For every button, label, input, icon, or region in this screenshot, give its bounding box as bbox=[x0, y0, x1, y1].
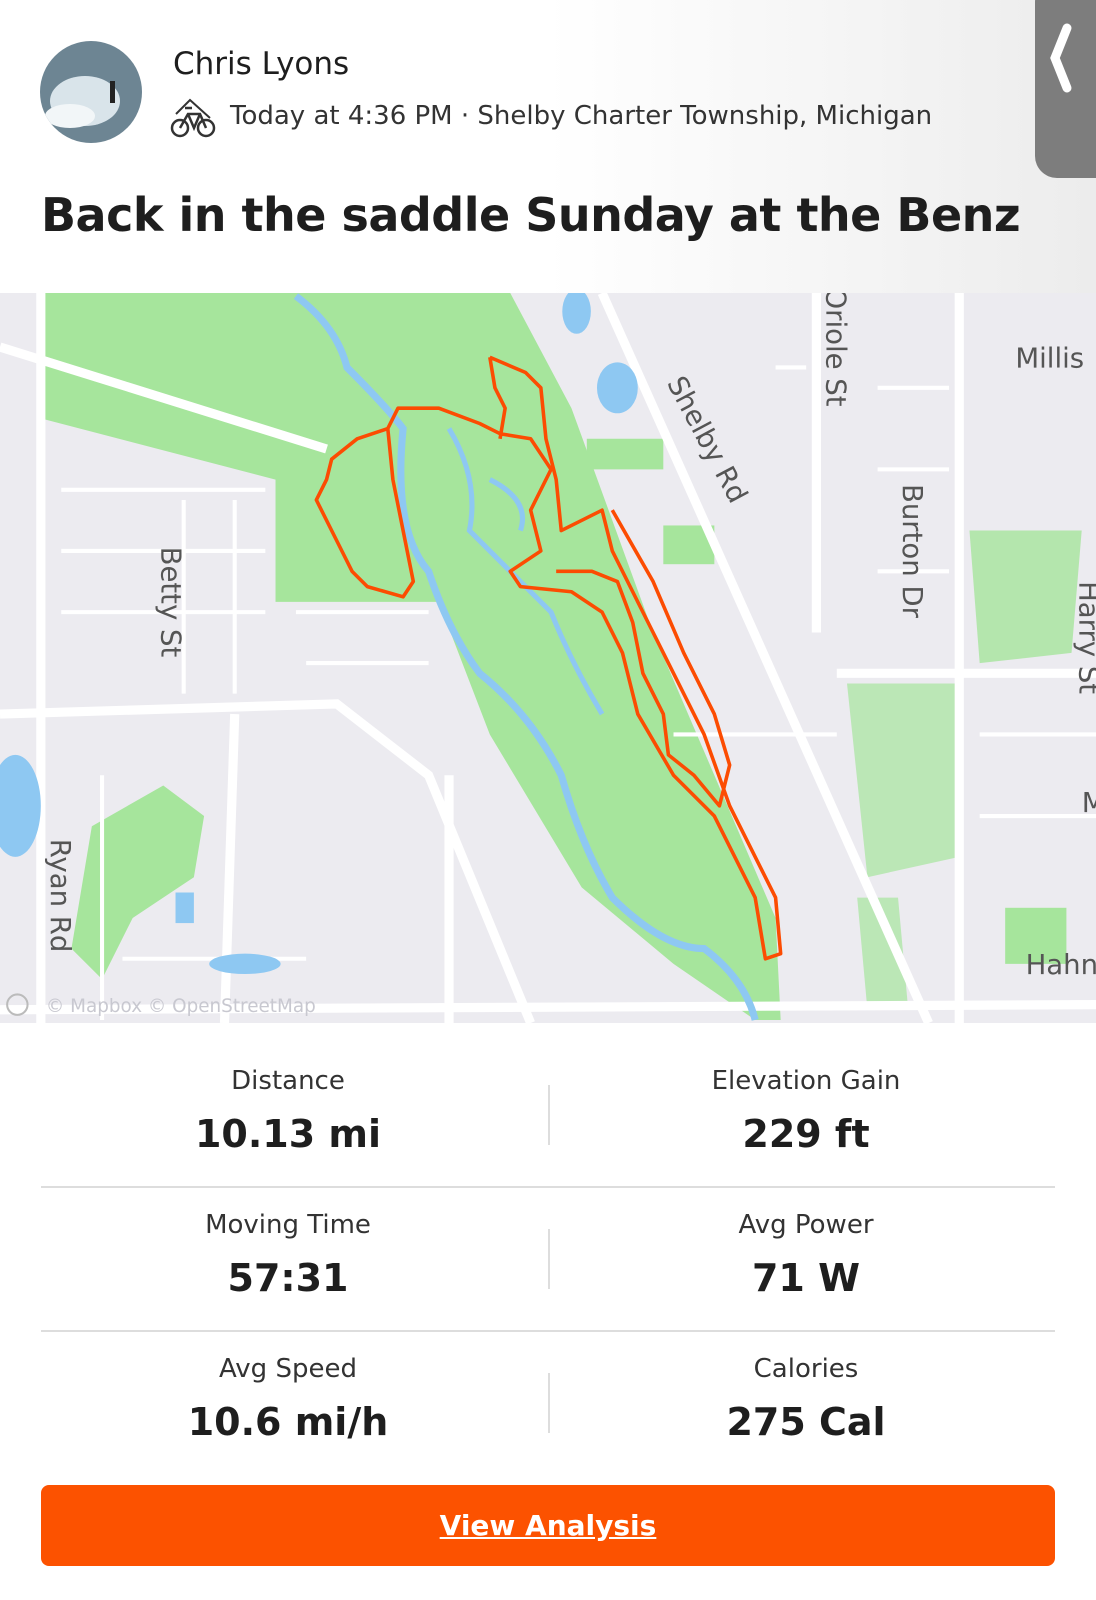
stat: Avg Speed 10.6 mi/h bbox=[14, 1354, 562, 1444]
avatar[interactable] bbox=[40, 41, 143, 144]
map-attribution: © Mapbox © OpenStreetMap bbox=[46, 996, 316, 1017]
stat: Elevation Gain 229 ft bbox=[532, 1066, 1080, 1156]
stat-value: 275 Cal bbox=[726, 1400, 886, 1444]
stat-value: 229 ft bbox=[742, 1112, 870, 1156]
stat-value: 10.6 mi/h bbox=[187, 1400, 389, 1444]
view-analysis-button[interactable]: View Analysis bbox=[41, 1485, 1055, 1566]
map-label: Harry St bbox=[1073, 581, 1096, 694]
header bbox=[0, 0, 1096, 293]
bike-icon bbox=[170, 98, 216, 138]
stat: Distance 10.13 mi bbox=[14, 1066, 562, 1156]
stat-value: 10.13 mi bbox=[194, 1112, 382, 1156]
map-label: Burton Dr bbox=[896, 484, 928, 619]
stat-value: 71 W bbox=[751, 1256, 861, 1300]
stat-label: Avg Power bbox=[738, 1210, 874, 1240]
stat: Avg Power 71 W bbox=[532, 1210, 1080, 1300]
stat-label: Elevation Gain bbox=[711, 1066, 901, 1096]
stat-label: Distance bbox=[231, 1066, 345, 1096]
stat: Moving Time 57:31 bbox=[14, 1210, 562, 1300]
activity-title: Back in the saddle Sunday at the Benz bbox=[41, 188, 1021, 242]
stat-value: 57:31 bbox=[227, 1256, 349, 1300]
back-tab[interactable] bbox=[1035, 0, 1096, 178]
activity-meta: Today at 4:36 PM · Shelby Charter Townsh… bbox=[230, 101, 933, 131]
stat: Calories 275 Cal bbox=[532, 1354, 1080, 1444]
divider bbox=[548, 1229, 550, 1289]
stat-label: Avg Speed bbox=[219, 1354, 357, 1384]
map-label: Ryan Rd bbox=[44, 839, 76, 953]
stat-label: Moving Time bbox=[205, 1210, 371, 1240]
map-label: Oriole St bbox=[820, 293, 852, 407]
route-map[interactable]: Shelby Rd Oriole St Millis Burton Dr Har… bbox=[0, 293, 1096, 1023]
map-label: Betty St bbox=[154, 547, 186, 658]
divider bbox=[548, 1085, 550, 1145]
divider bbox=[41, 1330, 1055, 1332]
divider bbox=[548, 1373, 550, 1433]
map-label: Hahn bbox=[1026, 949, 1096, 981]
divider bbox=[41, 1186, 1055, 1188]
map-label: Millis bbox=[1015, 342, 1084, 374]
map-label: M bbox=[1082, 787, 1096, 819]
stat-label: Calories bbox=[753, 1354, 859, 1384]
mapbox-logo bbox=[6, 993, 29, 1016]
athlete-name[interactable]: Chris Lyons bbox=[173, 46, 350, 82]
